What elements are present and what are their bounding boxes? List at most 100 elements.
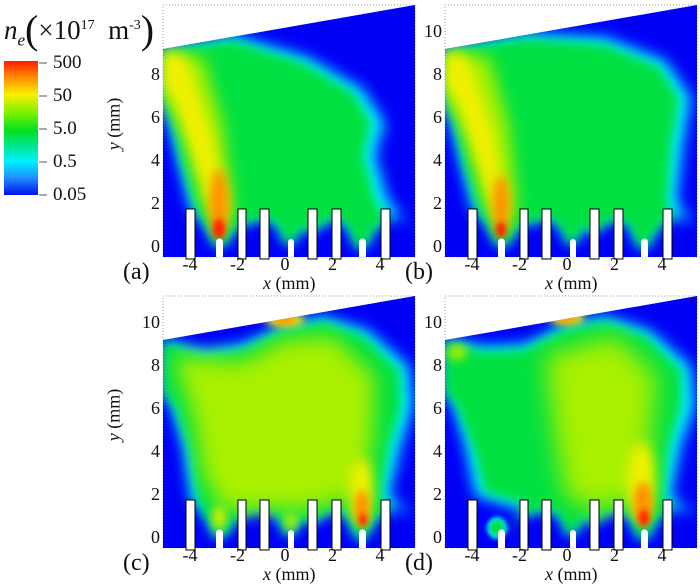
electrode — [259, 208, 270, 260]
colorbar-tick — [39, 194, 47, 196]
x-tick-label: 4 — [657, 545, 667, 565]
y-unit: (mm) — [103, 97, 124, 138]
colorbar-tick — [39, 128, 47, 130]
density-contour-region — [445, 51, 507, 233]
cathode-pin — [641, 529, 648, 548]
x-tick-label: -2 — [230, 254, 245, 274]
panel-label: (d) — [405, 550, 433, 576]
electrode — [613, 499, 624, 551]
density-contour-region — [210, 169, 228, 237]
density-contour-region — [213, 506, 225, 530]
contour-panel-c: 0 2 4 6 8 10 -4 -2 0 2 4 x (mm) (c) y (mm) — [103, 295, 416, 583]
electrode — [259, 499, 270, 551]
panel-label: (b) — [405, 259, 433, 285]
electrode — [380, 499, 391, 551]
cathode-pin — [359, 529, 366, 548]
x-unit: (mm) — [557, 564, 598, 584]
cathode-pin — [216, 238, 223, 257]
electrode — [237, 499, 247, 551]
y-tick-label: 6 — [151, 107, 160, 127]
y-tick-label: 4 — [433, 441, 442, 461]
cathode-pin — [641, 238, 648, 257]
contour-panel-a: 0 2 4 6 8 -4 -2 0 2 4 x (mm) (a) y (mm) — [103, 4, 416, 292]
cathode-pin — [288, 239, 294, 257]
density-contour-region — [275, 316, 295, 324]
x-tick-label: -4 — [182, 545, 198, 565]
x-var: x — [545, 273, 553, 293]
electrode — [307, 208, 318, 260]
electrode — [519, 499, 529, 551]
y-tick-label: 8 — [151, 355, 160, 375]
x-unit: (mm) — [275, 273, 316, 293]
heatmap — [444, 4, 698, 260]
electrode — [331, 208, 342, 260]
y-tick-label: 6 — [151, 398, 160, 418]
electrode — [467, 208, 478, 260]
density-contour-region — [213, 219, 225, 239]
cathode-pin — [288, 530, 294, 548]
y-tick-label: 6 — [433, 107, 442, 127]
electrode — [613, 208, 624, 260]
y-var: y — [103, 142, 124, 151]
colorbar-tick — [39, 161, 47, 163]
density-contour-region — [173, 336, 375, 510]
electrode — [307, 499, 318, 551]
y-tick-label: 2 — [151, 484, 160, 504]
y-tick-label: 2 — [433, 484, 442, 504]
y-tick-label: 0 — [433, 236, 442, 256]
electrode — [519, 208, 529, 260]
heatmap — [444, 295, 698, 551]
y-tick-label: 2 — [151, 193, 160, 213]
electrode — [237, 208, 247, 260]
heatmap — [162, 4, 416, 260]
y-tick-label: 4 — [151, 150, 160, 170]
density-contour-region — [493, 175, 509, 235]
colorbar-tick-label: 5.0 — [53, 118, 77, 139]
colorbar-tick-label: 50 — [53, 85, 72, 106]
x-var: x — [263, 564, 271, 584]
colorbar-tick — [39, 95, 47, 97]
electrode — [589, 499, 600, 551]
x-tick-label: 4 — [375, 545, 385, 565]
x-tick-label: 4 — [375, 254, 385, 274]
y-tick-label: 6 — [433, 398, 442, 418]
electrode — [467, 499, 478, 551]
electrode — [380, 208, 391, 260]
y-var: y — [103, 433, 124, 442]
electrode — [185, 499, 196, 551]
density-contour-region — [557, 314, 577, 322]
x-axis-label: x (mm) — [263, 565, 316, 583]
x-tick-label: 2 — [610, 545, 619, 565]
cathode-pin — [570, 239, 576, 257]
y-unit: (mm) — [103, 388, 124, 429]
y-space — [103, 138, 123, 143]
colorbar-title: ne(×1017 m-3) — [4, 7, 155, 52]
y-tick-label: 0 — [151, 527, 160, 547]
x-tick-label: -4 — [464, 254, 480, 274]
y-tick-label: 2 — [433, 193, 442, 213]
cathode-pin — [498, 238, 505, 257]
electrode — [662, 499, 673, 551]
electrode — [541, 499, 552, 551]
cathode-pin — [570, 530, 576, 548]
y-tick-label: 8 — [151, 64, 160, 84]
contour-panel-d: 0 2 4 6 8 10 -4 -2 0 2 4 x (mm) (d) — [405, 295, 698, 583]
colorbar-tick-label: 0.5 — [53, 151, 77, 172]
x-tick-label: -2 — [512, 545, 527, 565]
x-tick-label: -2 — [512, 254, 527, 274]
y-tick-label: 8 — [433, 64, 442, 84]
density-contour-region — [286, 514, 296, 530]
panel-label: (c) — [123, 550, 150, 576]
electrode — [589, 208, 600, 260]
y-tick-label: 10 — [424, 21, 442, 41]
density-contour-region — [549, 311, 585, 325]
heatmap — [162, 295, 416, 551]
x-var: x — [545, 564, 553, 584]
x-tick-label: 0 — [280, 254, 290, 274]
y-tick-label: 8 — [433, 355, 442, 375]
electrode — [331, 499, 342, 551]
electrode — [541, 208, 552, 260]
panel-label: (a) — [123, 259, 150, 285]
y-tick-label: 10 — [142, 312, 160, 332]
x-tick-label: 0 — [562, 545, 572, 565]
